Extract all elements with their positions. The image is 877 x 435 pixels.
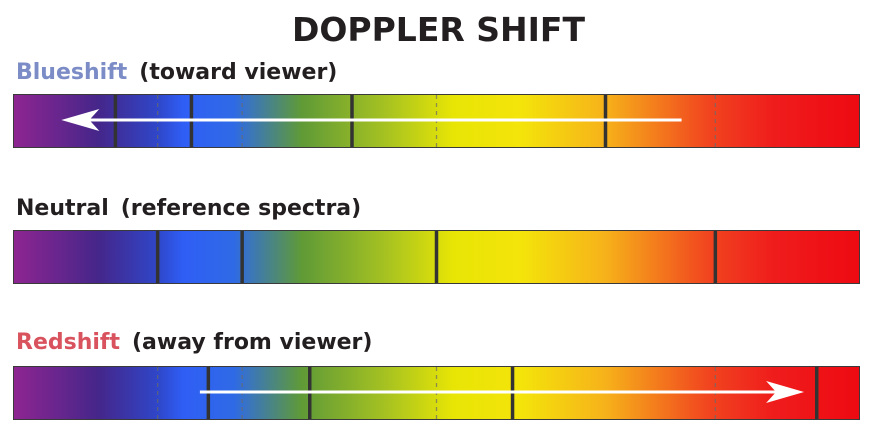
arrow-head <box>766 380 805 403</box>
spectrum-graphic <box>14 231 859 283</box>
blueshift-spectrum <box>13 94 860 148</box>
redshift-label-row: Redshift (away from viewer) <box>16 330 372 355</box>
spectrum-graphic <box>14 95 859 147</box>
arrow-right-icon <box>199 380 805 403</box>
neutral-description: (reference spectra) <box>120 196 362 221</box>
neutral-spectrum <box>13 230 860 284</box>
neutral-label: Neutral <box>16 196 109 221</box>
diagram-title: DOPPLER SHIFT <box>291 10 585 49</box>
spectrum-graphic <box>14 367 859 419</box>
redshift-description: (away from viewer) <box>132 330 373 355</box>
blueshift-label-row: Blueshift (toward viewer) <box>16 60 337 85</box>
neutral-label-row: Neutral (reference spectra) <box>16 196 361 221</box>
arrow-head <box>61 108 100 131</box>
redshift-label: Redshift <box>16 330 120 355</box>
blueshift-label: Blueshift <box>16 60 128 85</box>
redshift-spectrum <box>13 366 860 420</box>
blueshift-description: (toward viewer) <box>139 60 338 85</box>
arrow-left-icon <box>61 108 682 131</box>
